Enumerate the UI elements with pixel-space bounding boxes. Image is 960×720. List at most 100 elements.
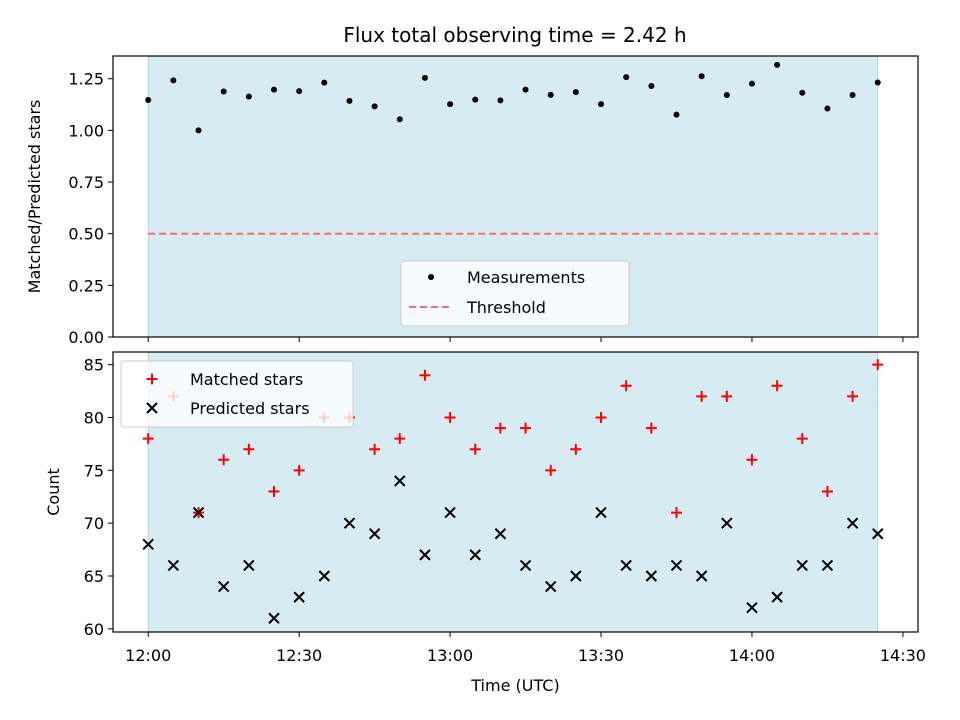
measurement-point [145,97,152,104]
x-tick-label: 13:30 [578,646,624,665]
matched-point [645,422,657,434]
y-tick-label: 80 [84,409,104,428]
legend-marker-predicted [146,402,158,414]
matched-point [746,454,758,466]
measurement-point [572,89,579,96]
axes-frame [112,55,919,338]
matched-point [394,433,406,445]
legend-label-measurements: Measurements [467,268,585,287]
measurement-point [824,105,831,112]
matched-point [520,422,532,434]
matched-point [821,485,833,497]
legend: Matched stars Predicted stars [120,360,354,428]
predicted-point [268,612,280,624]
predicted-point [545,580,557,593]
predicted-point [192,506,205,519]
x-tick-label: 13:00 [427,646,473,665]
x-tick-label: 12:30 [276,646,322,665]
matched-point [545,464,557,476]
matched-point [369,443,381,455]
y-tick-label: 60 [84,620,104,639]
y-tick-label: 65 [84,567,104,586]
predicted-point [670,559,683,572]
chart-title: Flux total observing time = 2.42 h [343,23,686,47]
matched-point [671,507,682,519]
measurement-point [648,82,655,89]
measurement-point [371,103,378,110]
top-panel: 0.00 0.25 0.50 0.75 1.00 1.25 Matched/Predicte… [25,55,919,347]
legend-marker-measurements [428,274,434,280]
predicted-point [695,570,708,582]
matched-point [494,422,506,434]
legend-label-predicted: Predicted stars [190,399,310,418]
matched-point [142,433,154,445]
matched-point [268,485,280,497]
matched-point [243,443,255,455]
predicted-point [721,517,733,529]
matched-point [218,454,230,466]
predicted-point [217,580,230,593]
y-tick-label: 0.50 [68,225,104,244]
x-axis-label: Time (UTC) [470,676,559,695]
measurement-point [723,92,730,99]
predicted-point [872,528,884,540]
measurement-point [271,86,277,93]
y-tick-label: 0.75 [68,173,104,192]
matched-point [469,443,481,455]
x-tick-label: 12:00 [125,646,171,665]
measurement-point [598,101,605,108]
predicted-point [419,549,431,561]
y-tick-label: 70 [84,514,104,533]
measurement-point [220,88,227,95]
measurement-point [245,93,252,100]
measurement-point [321,79,328,86]
measurement-point [296,88,303,95]
matched-point [570,443,582,455]
predicted-point [821,559,834,572]
predicted-point [469,549,481,561]
measurement-point [698,73,705,80]
measurement-point [874,79,881,86]
measurement-point [522,86,529,93]
x-tick-label: 14:30 [880,646,926,665]
predicted-point [318,570,331,582]
predicted-point [846,517,859,529]
predicted-point [167,559,180,572]
predicted-point [519,559,532,572]
measurement-point [170,77,177,84]
y-tick-label: 0.25 [68,276,104,295]
matched-point [293,464,305,476]
matched-point [796,433,808,445]
measurement-point [774,61,781,68]
matched-point [419,369,431,381]
legend-label-matched: Matched stars [190,370,303,389]
y-tick-label: 1.25 [68,70,104,89]
y-axis-label: Count [44,468,63,516]
matched-point [847,390,859,402]
predicted-point [771,591,783,603]
y-tick-label: 85 [84,356,104,375]
predicted-point [796,559,808,572]
measurement-point [673,111,680,118]
legend: Measurements Threshold [400,260,630,327]
predicted-point [243,559,255,572]
measurement-point [623,74,630,81]
measurement-point [799,89,806,96]
measurement-point [497,97,504,104]
measurement-point [472,96,479,103]
predicted-point [293,591,305,603]
predicted-point [746,601,758,614]
predicted-point [620,559,632,572]
matched-point [721,390,733,402]
predicted-point [343,517,356,529]
predicted-point [444,506,456,519]
matched-point [595,412,607,424]
measurement-point [421,74,428,81]
axes-frame [112,351,919,633]
y-tick-label: 75 [84,461,104,480]
matched-point [771,380,783,392]
y-axis-label: Matched/Predicted stars [25,100,44,294]
predicted-point [645,570,658,582]
predicted-point [570,570,582,582]
